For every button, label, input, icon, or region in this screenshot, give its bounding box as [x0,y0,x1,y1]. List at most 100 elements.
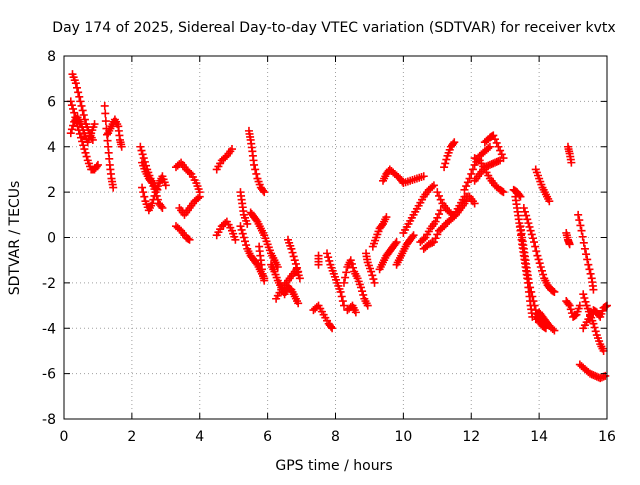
data-point [195,192,204,201]
data-point [231,235,240,244]
chart-title: Day 174 of 2025, Sidereal Day-to-day VTE… [52,20,615,36]
data-point [565,240,574,249]
data-point [346,256,355,265]
x-tick-label: 4 [195,429,204,445]
data-point [358,287,367,296]
data-point [325,256,334,265]
data-point [532,247,541,256]
data-point [527,230,536,239]
data-point [578,232,587,241]
data-point [237,225,246,234]
data-point [548,325,557,334]
data-point [590,323,599,332]
data-point [260,188,269,197]
y-tick-label: 8 [47,49,56,65]
data-point [530,238,539,247]
data-point [251,165,260,174]
data-point [339,301,348,310]
data-point [291,259,300,268]
x-axis-label: GPS time / hours [275,458,392,474]
x-tick-label: 6 [263,429,272,445]
data-point [138,150,147,159]
data-point [470,199,479,208]
data-point [336,287,345,296]
data-point [584,260,593,269]
data-point [536,262,545,271]
data-point [526,226,535,235]
data-point [157,202,166,211]
data-point [433,188,442,197]
data-point [567,158,576,167]
data-point [527,287,536,296]
data-point [537,266,546,275]
data-point [314,260,323,269]
data-point [140,192,149,201]
data-point [515,191,524,200]
data-point [90,120,99,129]
y-tick-label: 6 [47,94,56,110]
data-point [93,160,102,169]
data-point [359,290,368,299]
x-tick-label: 10 [394,429,412,445]
data-point [535,259,544,268]
data-point [356,283,365,292]
data-point [79,110,88,119]
data-point [76,133,85,142]
data-point [392,238,401,247]
data-point [370,278,379,287]
data-point [523,215,532,224]
axis-ticks: 0 2 4 6 8 10 12 14 16 -8 -6 -4 -2 0 2 4 6 8 [42,49,616,445]
data-point [323,249,332,258]
data-point [76,97,85,106]
data-point [494,142,503,151]
data-point [526,283,535,292]
data-point [545,197,554,206]
data-point [92,162,101,171]
data-point [576,221,585,230]
data-point [448,210,457,219]
data-point [565,301,574,310]
data-point [528,292,537,301]
data-point [79,141,88,150]
data-point [583,255,592,264]
data-point [71,79,80,88]
x-tick-label: 16 [598,429,616,445]
data-point [524,219,533,228]
data-point [250,160,259,169]
data-point [136,142,145,151]
data-point [446,209,455,218]
data-point [489,131,498,140]
data-point [391,239,400,248]
data-point [338,297,347,306]
data-point [460,185,469,194]
data-point [579,238,588,247]
data-point [100,101,109,110]
data-point [429,181,438,190]
data-point [499,154,508,163]
data-point [260,276,269,285]
data-point [158,204,167,213]
data-point [528,234,537,243]
data-point [499,188,508,197]
data-point [409,231,418,240]
data-point [522,211,531,220]
data-point [516,192,525,201]
data-point [589,285,598,294]
data-point [153,195,162,204]
data-point [485,142,494,151]
data-point [139,188,148,197]
data-point [349,263,358,272]
data-point [419,235,428,244]
data-point [81,148,90,157]
data-point [67,125,76,134]
data-point [101,109,110,118]
data-point [294,299,303,308]
data-point [534,255,543,264]
data-point [433,230,442,239]
data-point [435,210,444,219]
y-tick-label: 4 [47,140,56,156]
data-point [529,297,538,306]
data-point [468,165,477,174]
data-point [449,139,458,148]
